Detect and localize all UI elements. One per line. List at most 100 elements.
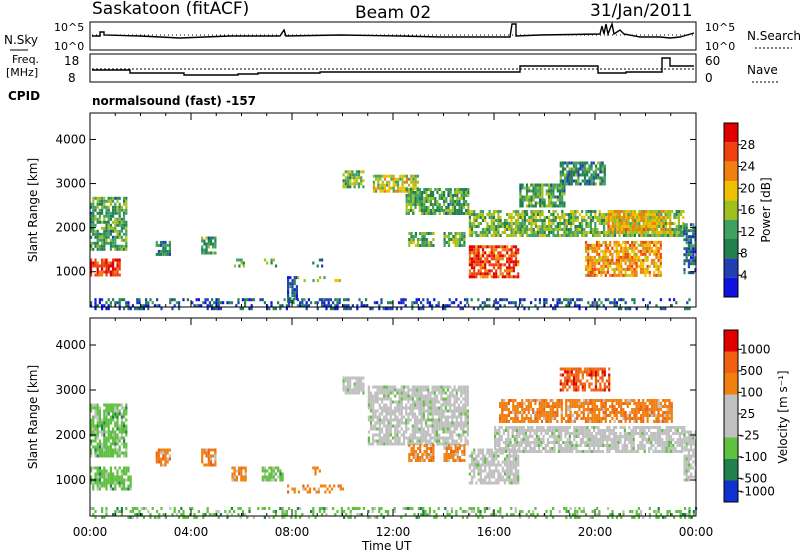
x-tick-label: 08:00 <box>275 525 310 539</box>
heatmap-patch <box>297 276 341 283</box>
heatmap-patch <box>443 232 466 247</box>
colorbar-tick-label: -500 <box>740 471 767 485</box>
colorbar-tick-label: 24 <box>740 160 755 174</box>
x-tick-label: 12:00 <box>376 525 411 539</box>
heatmap-patch <box>312 258 324 268</box>
heatmap-patch <box>408 444 435 462</box>
heatmap-patch <box>443 444 466 462</box>
heatmap-patch <box>90 466 132 491</box>
heatmap-patch <box>519 183 566 208</box>
colorbar-segment <box>724 181 738 201</box>
heatmap-patch <box>90 196 128 251</box>
heatmap-patch <box>201 236 217 255</box>
heatmap-patch <box>155 240 171 256</box>
colorbar-frame <box>723 329 739 503</box>
colorbar-tick-label: -100 <box>740 450 767 464</box>
date-title: 31/Jan/2011 <box>590 1 693 21</box>
colorbar-tick-label: 20 <box>740 181 755 195</box>
heatmap-patch <box>90 298 691 311</box>
cpid-label: CPID <box>8 89 40 103</box>
y-tick-label: 4000 <box>55 132 86 146</box>
heatmap-patch <box>372 174 419 193</box>
power-colorbar-ticks: 4 8 12 16 20 24 28 <box>738 138 755 282</box>
heatmap-patch <box>90 258 121 277</box>
colorbar-segment <box>724 219 738 239</box>
freq-left-tick-bottom: 8 <box>68 71 76 85</box>
heatmap-patch <box>405 188 470 215</box>
freq-left-label-1: Freq. <box>12 53 39 66</box>
colorbar-segment <box>724 258 738 278</box>
colorbar-tick-label: 12 <box>740 225 755 239</box>
heatmap-patch <box>90 403 128 458</box>
heatmap-patch <box>559 161 606 186</box>
colorbar-segment <box>724 373 738 395</box>
y-tick-label: 3000 <box>55 383 86 397</box>
colorbar-tick-label: -1000 <box>740 484 775 498</box>
colorbar-segment <box>724 277 738 297</box>
colorbar-tick-label: 16 <box>740 203 755 217</box>
colorbar-segment <box>724 142 738 162</box>
noise-left-tick-bottom: 10^0 <box>54 40 84 53</box>
velocity-y-ticks: 1000 2000 3000 4000 <box>55 338 696 487</box>
freq-right-tick-top: 60 <box>705 54 720 68</box>
y-tick-label: 1000 <box>55 473 86 487</box>
heatmap-patch <box>584 240 662 277</box>
velocity-colorbar-label: Velocity [m s⁻¹] <box>776 370 790 463</box>
power-x-ticks <box>89 113 697 307</box>
heatmap-patch <box>90 507 698 519</box>
power-colorbar-label: Power [dB] <box>759 177 773 242</box>
colorbar-tick-label: 100 <box>740 385 763 399</box>
y-tick-label: 4000 <box>55 338 86 352</box>
heatmap-patch <box>263 258 278 268</box>
colorbar-segment <box>724 416 738 438</box>
heatmap-patch <box>468 245 520 279</box>
heatmap-patch <box>683 223 697 275</box>
power-heatmap <box>90 161 697 311</box>
y-tick-label: 2000 <box>55 221 86 235</box>
heatmap-patch <box>201 448 217 467</box>
power-colorbar <box>723 122 739 298</box>
noise-right-label: N.Search <box>747 29 800 43</box>
power-y-axis-label: Slant Range [km] <box>26 158 40 262</box>
heatmap-patch <box>155 448 171 467</box>
colorbar-tick-label: 4 <box>740 268 748 282</box>
colorbar-segment <box>724 437 738 459</box>
heatmap-patch <box>287 276 298 304</box>
x-tick-label: 04:00 <box>174 525 209 539</box>
colorbar-segment <box>724 239 738 259</box>
colorbar-segment <box>724 330 738 352</box>
colorbar-segment <box>724 161 738 181</box>
x-tick-label: 00:00 <box>679 525 714 539</box>
colorbar-segment <box>724 123 738 143</box>
colorbar-tick-label: 8 <box>740 247 748 261</box>
noise-left-label: N.Sky <box>4 33 38 47</box>
velocity-x-ticks: 00:00 04:00 08:00 12:00 16:00 20:00 00:00 <box>73 318 714 539</box>
colorbar-segment <box>724 459 738 481</box>
noise-panel-frame <box>89 21 697 51</box>
freq-left-label-2: [MHz] <box>6 66 38 79</box>
velocity-y-axis-label: Slant Range [km] <box>26 365 40 469</box>
heatmap-patch <box>231 466 247 482</box>
colorbar-segment <box>724 480 738 502</box>
velocity-heatmap <box>90 367 698 519</box>
heatmap-patch <box>342 170 365 189</box>
time-axis-label: Time UT <box>361 539 412 553</box>
heatmap-patch <box>312 466 321 476</box>
velocity-colorbar-ticks: 1000 500 100 25 -25 -100 -500-1000 <box>738 342 775 498</box>
freq-right-label: Nave <box>747 63 778 77</box>
colorbar-segment <box>724 351 738 373</box>
heatmap-patch <box>287 484 345 494</box>
heatmap-patch <box>468 448 520 485</box>
power-y-ticks: 1000 2000 3000 4000 <box>55 132 696 279</box>
mode-text: normalsound (fast) -157 <box>92 94 256 108</box>
freq-right-tick-bottom: 0 <box>705 71 713 85</box>
noise-sky-line <box>92 21 695 39</box>
x-tick-label: 00:00 <box>73 525 108 539</box>
power-panel-frame <box>89 112 697 308</box>
colorbar-segment <box>724 200 738 220</box>
heatmap-patch <box>367 385 469 446</box>
heatmap-patch <box>494 426 686 453</box>
colorbar-tick-label: 25 <box>740 407 755 421</box>
noise-right-tick-top: 10^5 <box>705 21 735 34</box>
